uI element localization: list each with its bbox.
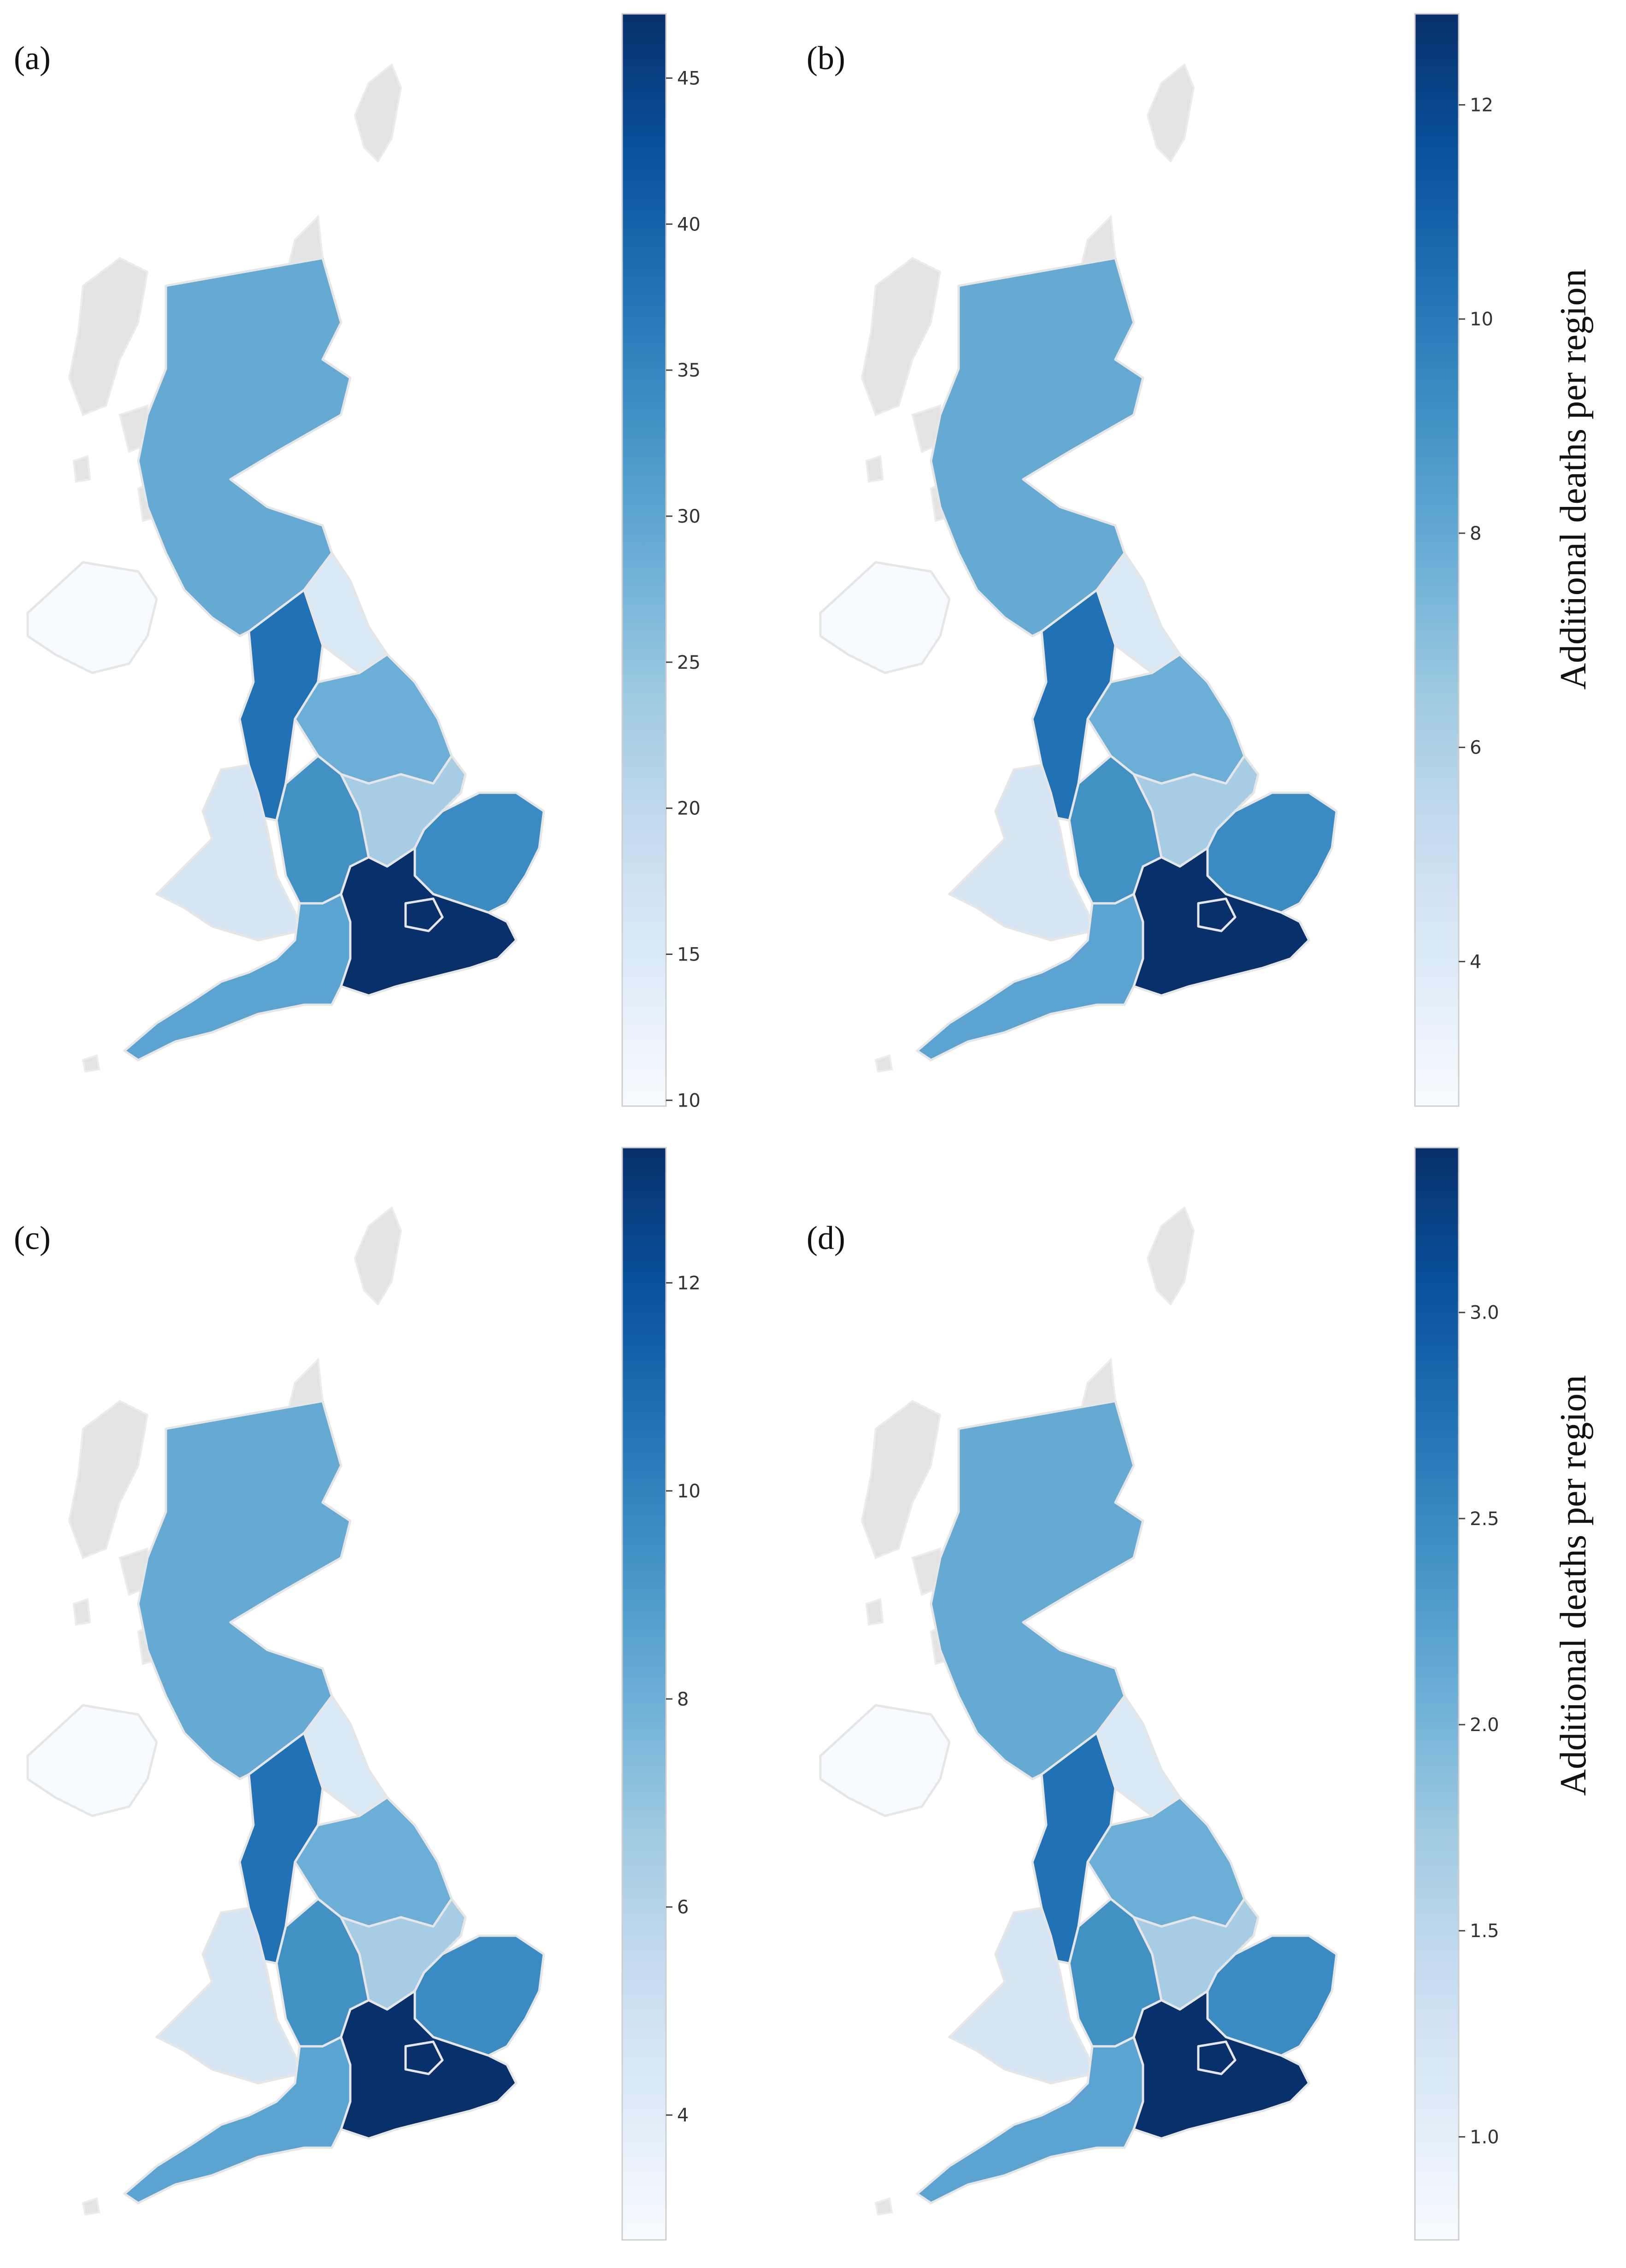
colorbar-tick-label: 1.5 <box>1470 1920 1499 1942</box>
region-northern-ireland <box>819 1704 951 1817</box>
colorbar-tick-label: 2.5 <box>1470 1508 1499 1530</box>
colorbar <box>621 13 667 1107</box>
colorbar-tick-label: 40 <box>677 214 701 235</box>
region-northern-ireland <box>26 561 158 674</box>
uk-map <box>819 63 1338 1073</box>
colorbar-tick-label: 2.0 <box>1470 1714 1499 1736</box>
colorbar-tick-label: 10 <box>677 1481 701 1502</box>
colorbar-tick-label: 30 <box>677 506 701 527</box>
colorbar-tick-label: 12 <box>677 1272 701 1294</box>
region-wales <box>948 1907 1094 2085</box>
svg-text:Additional deaths per region: Additional deaths per region <box>1553 269 1594 689</box>
colorbar-tick-label: 25 <box>677 652 701 673</box>
panel-d: (d) 1.0 1.5 2.0 2.5 3.0 <box>807 1147 1499 2241</box>
colorbar-tick-label: 10 <box>1470 309 1493 330</box>
colorbar-tick-label: 6 <box>1470 737 1481 759</box>
colorbar-tick-label: 10 <box>677 1090 701 1111</box>
region-london <box>1197 897 1237 932</box>
colorbar-tick-label: 8 <box>1470 523 1481 544</box>
region-northern-ireland <box>819 561 951 674</box>
colorbar-tick-label: 4 <box>1470 951 1481 972</box>
region-london <box>404 897 444 932</box>
panel-label: (d) <box>807 1219 845 1256</box>
panel-b: (b) 4 6 8 10 12 <box>807 13 1493 1107</box>
svg-text:Additional deaths per region: Additional deaths per region <box>1553 1375 1594 1796</box>
uk-map <box>26 63 545 1073</box>
colorbar-tick-label: 3.0 <box>1470 1302 1499 1324</box>
region-wales <box>155 1907 301 2085</box>
colorbar-tick-label: 20 <box>677 798 701 819</box>
colorbar-title-2: Additional deaths per region <box>1553 1375 1594 1796</box>
colorbar-tick-label: 6 <box>677 1897 689 1918</box>
colorbar-title-1: Additional deaths per region <box>1553 269 1594 689</box>
colorbar-tick-label: 1.0 <box>1470 2127 1499 2148</box>
panel-label: (b) <box>807 40 845 77</box>
panel-c: (c) 4 6 8 10 12 <box>14 1147 701 2241</box>
colorbar-tick-label: 35 <box>677 360 701 381</box>
region-wales <box>155 764 301 942</box>
panel-label: (a) <box>14 40 51 77</box>
region-northern-ireland <box>26 1704 158 1817</box>
colorbar <box>1414 1147 1460 2241</box>
colorbar-tick-label: 15 <box>677 944 701 965</box>
colorbar-tick-label: 4 <box>677 2105 689 2126</box>
panel-a: (a) 10 15 20 25 30 35 40 45 <box>14 13 701 1111</box>
region-wales <box>948 764 1094 942</box>
panel-label: (c) <box>14 1219 51 1256</box>
colorbar-tick-label: 8 <box>677 1689 689 1710</box>
islands <box>68 1206 402 2216</box>
colorbar-tick-label: 45 <box>677 68 701 89</box>
colorbar <box>1414 13 1460 1107</box>
colorbar-tick-label: 12 <box>1470 95 1493 116</box>
colorbar <box>621 1147 667 2241</box>
uk-map <box>819 1206 1338 2216</box>
uk-map <box>26 1206 545 2216</box>
region-london <box>404 2040 444 2075</box>
region-london <box>1197 2040 1237 2075</box>
